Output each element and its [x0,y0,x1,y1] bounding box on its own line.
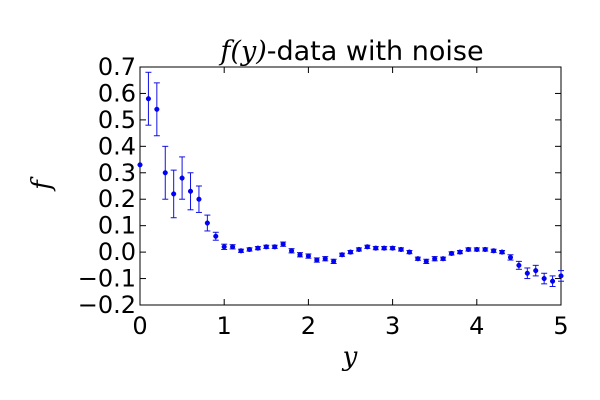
data-point [364,244,370,250]
data-point [432,256,438,262]
data-point [524,270,530,276]
x-tick-label: 2 [301,312,316,340]
plot-frame [139,66,562,306]
chart-title-text: -data with noise [267,36,484,67]
data-point [474,246,480,253]
data-point [280,241,286,247]
data-point [246,246,253,253]
chart-title: f(y)-data with noise [218,36,483,67]
data-point [499,249,505,255]
data-point [550,278,556,284]
data-point [162,170,168,176]
data-point [398,246,404,253]
y-axis-ticks: −0.2−0.10.00.10.20.30.40.50.60.7 [78,53,561,319]
data-point [171,191,177,197]
data-point [440,256,446,262]
data-point [533,268,539,274]
x-axis-ticks: 0 1 2 3 4 5 [132,67,569,340]
data-point [541,276,547,282]
data-point [381,245,387,251]
y-tick-label: 0.5 [98,106,136,134]
x-axis-label: y [342,342,358,372]
data-point [347,249,354,255]
data-point [423,258,429,264]
y-tick-label: 0.2 [98,185,136,213]
x-tick-label: 4 [469,312,484,340]
data-point [314,257,320,263]
data-point [356,246,362,253]
data-point [145,96,151,102]
data-point [213,233,219,239]
y-tick-label: 0.3 [98,159,136,187]
data-point [465,246,471,253]
y-tick-label: 0.1 [98,212,136,240]
data-point [507,254,514,260]
data-point [415,256,421,262]
data-point [558,273,564,279]
data-point [448,250,455,256]
data-point [137,162,143,168]
data-point [406,249,412,255]
x-tick-label: 1 [217,312,232,340]
data-point [263,244,269,250]
chart-title-math: f(y) [218,36,266,67]
data-point [154,106,160,112]
y-tick-label: −0.2 [78,291,136,319]
data-point [491,248,497,254]
data-point [289,248,295,254]
data-point [331,258,337,264]
data-point [230,244,236,250]
data-point [297,252,303,258]
data-point [255,245,261,251]
x-tick-label: 5 [553,312,568,340]
y-tick-label: −0.1 [78,265,136,293]
data-point [457,249,463,255]
x-tick-label: 0 [132,312,147,340]
data-points [137,96,564,284]
data-point [238,248,244,254]
data-point [390,245,396,251]
x-tick-label: 3 [385,312,400,340]
data-point [179,175,185,181]
y-tick-label: 0.6 [98,79,136,107]
data-point [204,220,210,226]
y-tick-label: 0.7 [98,53,136,81]
data-point [339,252,345,258]
data-point [516,262,522,268]
data-point [187,188,194,194]
data-point [482,246,488,253]
y-tick-label: 0.0 [98,238,136,266]
data-point [305,253,311,259]
data-point [373,245,379,251]
data-point [322,256,328,262]
y-tick-label: 0.4 [98,132,136,160]
data-point [272,244,278,250]
y-axis-label: f [27,176,57,192]
data-point [221,244,227,250]
data-point [196,196,202,202]
